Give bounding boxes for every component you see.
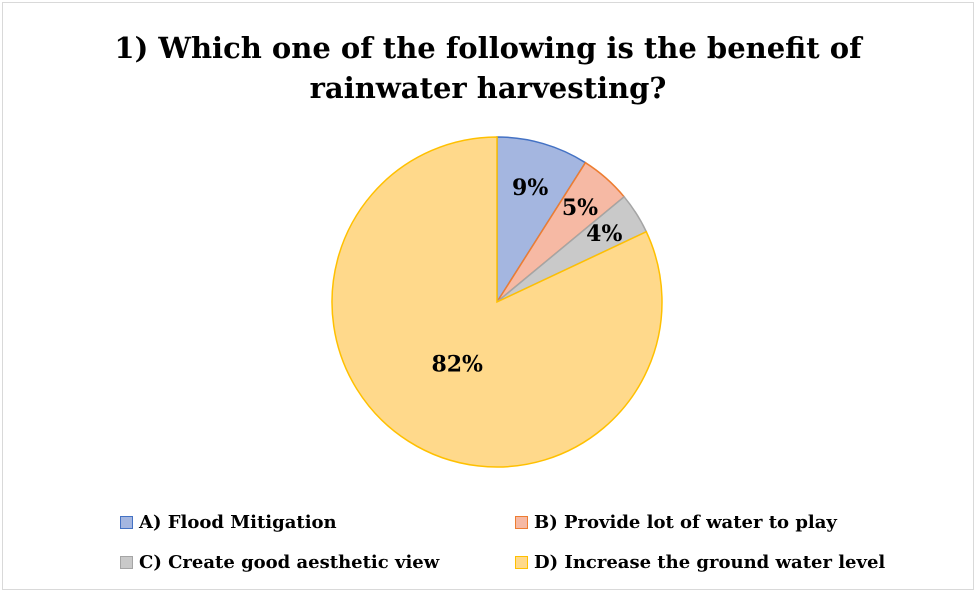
legend-label-b: B) Provide lot of water to play [534,511,837,533]
data-label-slice-d: 82% [431,352,483,378]
legend-item-ground-water: D) Increase the ground water level [515,549,885,575]
legend-swatch-a [120,515,133,529]
legend-item-flood-mitigation: A) Flood Mitigation [120,509,337,535]
legend-swatch-b [515,515,528,529]
legend-swatch-d [515,555,528,569]
chart-title: 1) Which one of the following is the ben… [114,31,862,105]
data-label-slice-c: 4% [586,221,622,247]
legend-label-d: D) Increase the ground water level [534,551,886,573]
data-label-slice-b: 5% [562,195,598,221]
data-label-slice-a: 9% [512,175,548,201]
legend-label-c: C) Create good aesthetic view [139,551,440,573]
pie-slice-a [496,136,587,305]
pie-slices [331,136,663,468]
pie-data-labels: 9% 5%4% 82% [431,175,622,378]
legend-item-aesthetic-view: C) Create good aesthetic view [120,549,439,575]
legend-item-provide-water: B) Provide lot of water to play [515,509,837,535]
pie-slice-d [331,136,663,468]
legend-label-a: A) Flood Mitigation [139,511,337,533]
legend-swatch-c [120,555,133,569]
